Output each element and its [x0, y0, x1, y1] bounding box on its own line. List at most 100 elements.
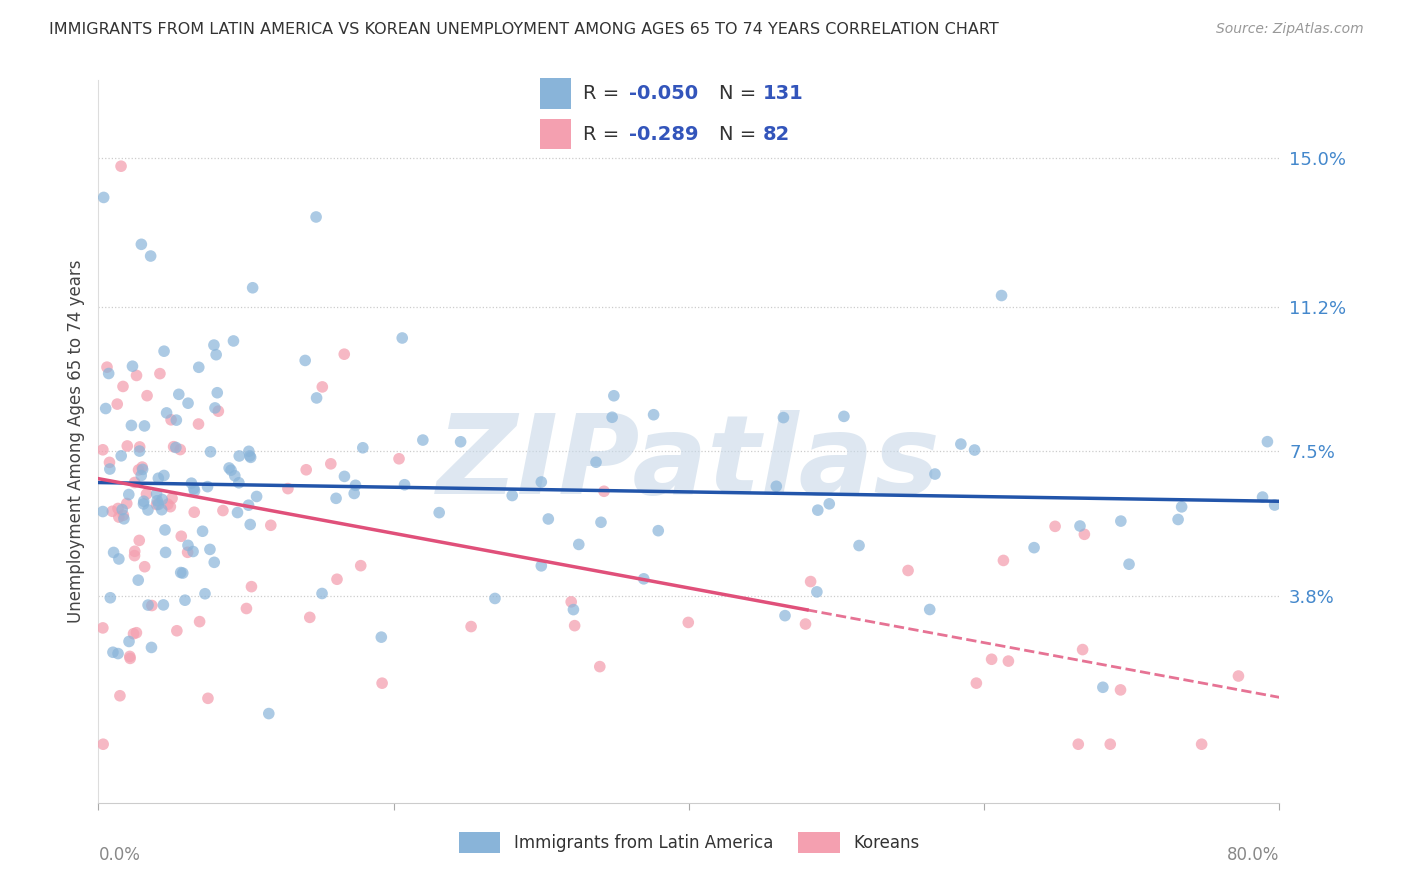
- Point: [131, 237, 153, 252]
- Text: N =: N =: [718, 125, 762, 144]
- Point: [794, 617, 817, 632]
- Point: [153, 344, 176, 359]
- Point: [333, 469, 356, 483]
- Point: [131, 460, 153, 475]
- Point: [159, 500, 181, 514]
- Point: [633, 572, 655, 586]
- Point: [765, 479, 787, 493]
- Point: [352, 441, 374, 455]
- Point: [235, 601, 257, 615]
- Point: [990, 288, 1012, 302]
- Point: [108, 552, 131, 566]
- Point: [160, 413, 183, 427]
- Point: [343, 486, 366, 500]
- Point: [165, 413, 187, 427]
- Point: [181, 544, 204, 558]
- Point: [773, 608, 796, 623]
- Point: [238, 498, 260, 512]
- Point: [305, 391, 328, 405]
- Point: [146, 493, 169, 508]
- Point: [188, 615, 211, 629]
- Point: [918, 602, 941, 616]
- Point: [589, 659, 612, 673]
- Point: [111, 379, 134, 393]
- Point: [97, 367, 120, 381]
- Point: [91, 737, 114, 751]
- Point: [165, 441, 187, 455]
- Point: [180, 476, 202, 491]
- Point: [260, 518, 283, 533]
- Point: [187, 360, 209, 375]
- Point: [388, 451, 411, 466]
- Point: [239, 449, 262, 463]
- Point: [94, 401, 117, 416]
- Point: [101, 645, 124, 659]
- Point: [118, 649, 141, 664]
- Point: [325, 491, 347, 506]
- Point: [980, 652, 1002, 666]
- Point: [122, 626, 145, 640]
- Point: [228, 449, 250, 463]
- Point: [127, 573, 149, 587]
- Text: N =: N =: [718, 84, 762, 103]
- Point: [427, 506, 450, 520]
- Point: [806, 585, 828, 599]
- Point: [129, 468, 152, 483]
- Point: [132, 494, 155, 508]
- Point: [160, 491, 183, 506]
- Point: [204, 401, 226, 415]
- Point: [1118, 558, 1140, 572]
- Point: [202, 338, 225, 352]
- Point: [257, 706, 280, 721]
- Point: [562, 602, 585, 616]
- Legend: Immigrants from Latin America, Koreans: Immigrants from Latin America, Koreans: [451, 826, 927, 860]
- Point: [128, 533, 150, 548]
- Point: [191, 524, 214, 539]
- Point: [112, 512, 135, 526]
- Point: [155, 406, 177, 420]
- Text: 80.0%: 80.0%: [1227, 847, 1279, 864]
- Text: 82: 82: [762, 125, 790, 144]
- Point: [98, 462, 121, 476]
- Point: [484, 591, 506, 606]
- Point: [530, 475, 553, 489]
- Point: [128, 440, 150, 454]
- Point: [148, 498, 170, 512]
- Point: [319, 457, 342, 471]
- Point: [295, 463, 318, 477]
- Point: [91, 442, 114, 457]
- Point: [183, 483, 205, 498]
- Point: [997, 654, 1019, 668]
- Point: [818, 497, 841, 511]
- Point: [197, 691, 219, 706]
- Point: [131, 462, 153, 476]
- Point: [107, 647, 129, 661]
- Point: [200, 445, 222, 459]
- Point: [101, 504, 124, 518]
- Point: [564, 618, 586, 632]
- Point: [294, 353, 316, 368]
- Point: [277, 482, 299, 496]
- Text: 131: 131: [762, 84, 803, 103]
- Point: [924, 467, 946, 481]
- Point: [1067, 737, 1090, 751]
- Point: [222, 334, 245, 348]
- Point: [963, 443, 986, 458]
- Point: [135, 487, 157, 501]
- Point: [311, 380, 333, 394]
- Point: [333, 347, 356, 361]
- Point: [108, 689, 131, 703]
- Point: [949, 437, 972, 451]
- Point: [103, 545, 125, 559]
- Point: [145, 498, 167, 512]
- Point: [155, 545, 177, 559]
- Point: [150, 492, 173, 507]
- Point: [166, 624, 188, 638]
- Point: [177, 396, 200, 410]
- Point: [1167, 512, 1189, 526]
- Point: [145, 487, 167, 501]
- Point: [240, 580, 263, 594]
- Point: [153, 523, 176, 537]
- Point: [1227, 669, 1250, 683]
- Point: [98, 591, 121, 605]
